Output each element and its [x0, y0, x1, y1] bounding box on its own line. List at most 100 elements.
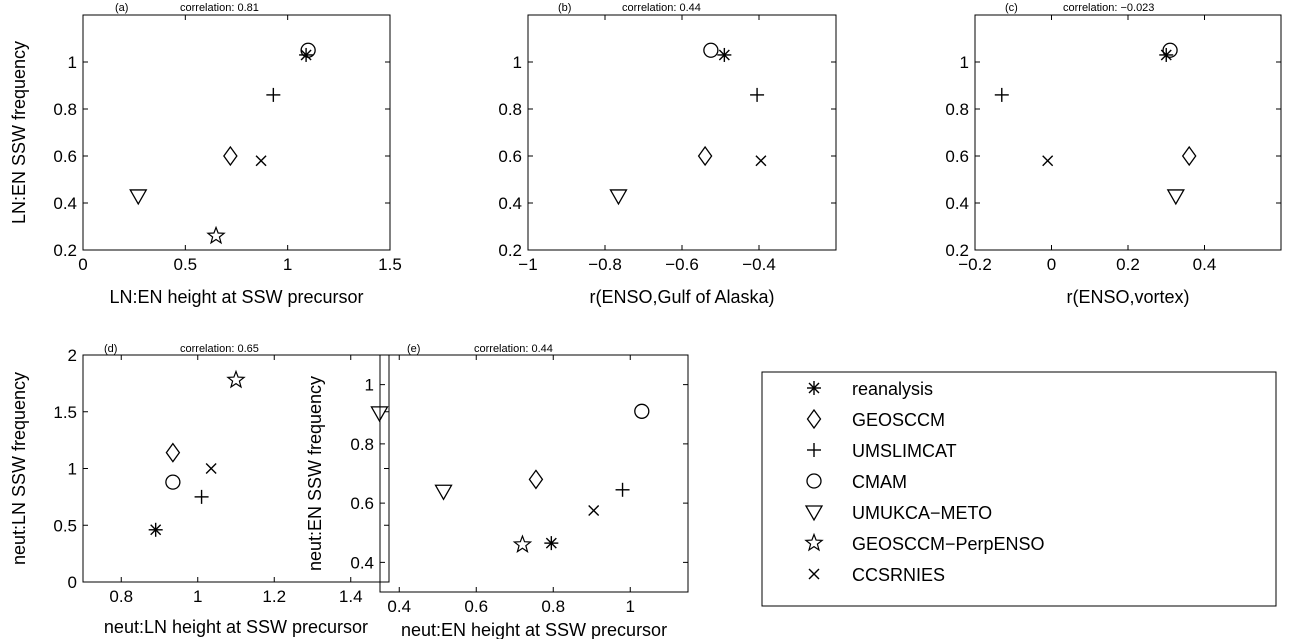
point-umukca-meto-triangle-down-icon: [609, 189, 628, 205]
point-ccsrnies-cross-icon: [587, 504, 600, 517]
panel-c-correlation: correlation: −0.023: [1063, 2, 1154, 14]
panel-b-x-tick-label: −0.8: [588, 255, 622, 274]
panel-e-correlation: correlation: 0.44: [474, 343, 553, 355]
panel-d-tag: (d): [104, 343, 117, 355]
panel-b-tag: (b): [558, 2, 571, 14]
panel-c-points: [994, 42, 1197, 205]
panel-c-tag: (c): [1005, 2, 1018, 14]
point-cmam-circle-icon: [703, 42, 719, 58]
panel-b-y-tick-label: 1: [513, 53, 522, 72]
panel-b-x-ticks: −1 −0.8 −0.6 −0.4: [518, 15, 776, 274]
panel-d-x-tick-label: 1.2: [262, 587, 286, 606]
panel-d-y-axis-label: neut:LN SSW frequency: [9, 372, 29, 565]
panel-b-y-ticks: 0.2 0.4 0.6 0.8 1: [498, 53, 836, 260]
legend: reanalysis GEOSCCM UMSLIMCAT CMAM UMUKCA−MET…: [761, 371, 1277, 607]
legend-cross-icon: [808, 568, 820, 580]
legend-star-icon: [805, 533, 823, 551]
panel-d-x-tick-label: 0.8: [109, 587, 133, 606]
panel-a: (a) correlation: 0.81 0 0.5 1 1.5 0.2 0.4 0.6…: [9, 2, 402, 307]
panel-a-x-axis-label: LN:EN height at SSW precursor: [109, 287, 363, 307]
point-umslimcat-plus-icon: [614, 482, 631, 498]
legend-entry: GEOSCCM−PerpENSO: [805, 533, 1045, 554]
panel-d-correlation: correlation: 0.65: [180, 343, 259, 355]
legend-entries: reanalysis GEOSCCM UMSLIMCAT CMAM UMUKCA−MET…: [805, 379, 1045, 585]
panel-a-y-tick-label: 0.4: [53, 194, 77, 213]
panel-b-points: [609, 42, 767, 205]
panel-d-y-tick-label: 0.5: [53, 516, 77, 535]
panel-e-y-tick-label: 0.4: [350, 553, 374, 572]
panel-a-x-tick-label: 1.5: [378, 255, 402, 274]
panel-c-x-ticks: −0.2 0 0.2 0.4: [958, 15, 1216, 274]
panel-e-y-tick-label: 1: [365, 376, 374, 395]
point-geosccm-perpenso-star-icon: [513, 535, 532, 553]
panel-c-x-tick-label: 0: [1047, 255, 1056, 274]
point-geosccm-diamond-icon: [1182, 146, 1197, 166]
panel-d-x-tick-label: 1.4: [339, 587, 363, 606]
panel-c-y-tick-label: 0.4: [945, 194, 969, 213]
panel-e-x-tick-label: 1: [626, 597, 635, 616]
panel-a-axes-frame: [82, 14, 391, 251]
panel-a-y-tick-label: 0.8: [53, 100, 77, 119]
panel-a-points: [129, 42, 316, 244]
panel-d-y-tick-label: 2: [68, 346, 77, 365]
legend-entry: CMAM: [806, 472, 907, 492]
legend-entry: GEOSCCM: [806, 409, 945, 430]
panel-d-x-axis-label: neut:LN height at SSW precursor: [104, 617, 368, 637]
panel-a-x-tick-label: 0.5: [174, 255, 198, 274]
legend-entry: reanalysis: [806, 379, 933, 399]
panel-b-axes-frame: [527, 14, 837, 251]
point-umukca-meto-triangle-down-icon: [370, 406, 389, 422]
point-geosccm-diamond-icon: [165, 442, 181, 463]
legend-label: CCSRNIES: [852, 565, 945, 585]
legend-entry: UMSLIMCAT: [806, 441, 957, 461]
panel-c-x-tick-label: −0.2: [958, 255, 992, 274]
point-reanalysis-asterisk-icon: [543, 535, 560, 551]
panel-a-x-tick-label: 0: [78, 255, 87, 274]
panel-e-x-tick-label: 0.4: [387, 597, 411, 616]
panel-b-x-tick-label: −0.4: [742, 255, 776, 274]
point-ccsrnies-cross-icon: [1041, 154, 1054, 167]
panel-e-x-tick-label: 0.8: [541, 597, 565, 616]
point-geosccm-diamond-icon: [223, 146, 238, 166]
panel-a-correlation: correlation: 0.81: [180, 2, 259, 14]
legend-label: reanalysis: [852, 379, 933, 399]
point-reanalysis-asterisk-icon: [147, 522, 164, 538]
point-geosccm-perpenso-star-icon: [207, 226, 225, 244]
point-reanalysis-asterisk-icon: [1158, 47, 1174, 63]
legend-label: CMAM: [852, 472, 907, 492]
legend-triangle-down-icon: [805, 505, 823, 521]
panel-e-points: [434, 403, 650, 553]
panel-d-axes-frame: [82, 354, 390, 583]
legend-entry: CCSRNIES: [808, 565, 945, 585]
panel-a-y-tick-label: 0.6: [53, 147, 77, 166]
panel-c-y-tick-label: 1: [960, 53, 969, 72]
point-geosccm-diamond-icon: [697, 146, 713, 166]
point-ccsrnies-cross-icon: [755, 154, 767, 167]
panel-b-y-tick-label: 0.4: [498, 194, 522, 213]
point-ccsrnies-cross-icon: [255, 154, 267, 167]
panel-b-x-tick-label: −0.6: [665, 255, 699, 274]
legend-label: UMSLIMCAT: [852, 441, 957, 461]
panel-b-x-axis-label: r(ENSO,Gulf of Alaska): [589, 287, 774, 307]
panel-d-y-tick-label: 1: [68, 460, 77, 479]
point-cmam-circle-icon: [165, 474, 181, 490]
panel-e-y-tick-label: 0.6: [350, 494, 374, 513]
legend-asterisk-icon: [806, 380, 822, 396]
point-umukca-meto-triangle-down-icon: [129, 189, 147, 205]
panel-c-y-tick-label: 0.2: [945, 241, 969, 260]
panel-a-y-ticks: 0.2 0.4 0.6 0.8 1: [53, 53, 390, 260]
legend-plus-icon: [806, 442, 822, 458]
panel-b-y-tick-label: 0.6: [498, 147, 522, 166]
panel-d-y-tick-label: 1.5: [53, 403, 77, 422]
panel-a-x-tick-label: 1: [283, 255, 292, 274]
legend-label: GEOSCCM−PerpENSO: [852, 534, 1045, 554]
panel-e-axes-frame: [379, 354, 689, 593]
panel-a-y-tick-label: 1: [68, 53, 77, 72]
panel-d-x-tick-label: 1: [193, 587, 202, 606]
panel-e-x-ticks: 0.4 0.6 0.8 1: [387, 355, 635, 616]
panel-d-x-ticks: 0.8 1 1.2 1.4: [109, 355, 363, 606]
panel-c-x-tick-label: 0.2: [1116, 255, 1140, 274]
panel-e-x-axis-label: neut:EN height at SSW precursor: [401, 620, 667, 639]
panel-b-y-tick-label: 0.8: [498, 100, 522, 119]
point-geosccm-diamond-icon: [528, 469, 544, 490]
